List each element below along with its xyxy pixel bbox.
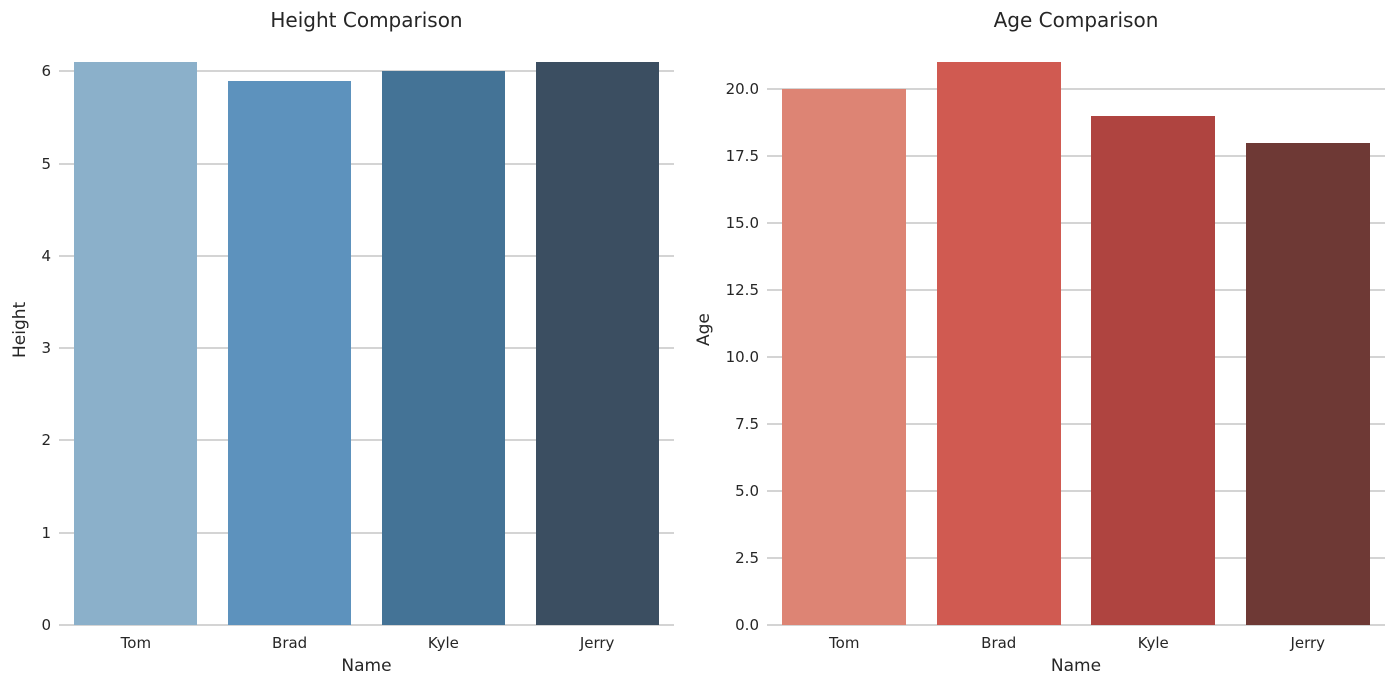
y-tick-label: 2 [41,431,51,450]
bar-brad [936,62,1061,625]
gridline [767,154,1385,157]
y-tick-label: 1 [41,523,51,542]
gridline [59,624,674,626]
y-tick-label: 0 [41,616,51,634]
gridline [767,624,1385,626]
bar-tom [74,62,198,625]
gridline [59,254,674,257]
bar-jerry [1245,142,1370,625]
x-tick-label: Tom [829,634,860,652]
y-tick-label: 17.5 [725,146,759,165]
chart-title: Age Comparison [993,8,1159,32]
gridline [59,70,674,73]
gridline [59,347,674,350]
y-tick-label: 12.5 [725,280,759,299]
gridline [59,531,674,534]
y-tick-label: 6 [41,62,51,81]
x-tick-label: Jerry [1290,634,1326,652]
y-tick-label: 20.0 [725,79,759,98]
gridline [767,355,1385,358]
bar-tom [782,88,907,625]
chart-title: Height Comparison [270,8,463,32]
bar-kyle [1091,115,1216,625]
x-tick-label: Tom [120,634,152,652]
x-tick-label: Brad [272,634,308,652]
y-tick-label: 0.0 [735,616,759,634]
x-tick-label: Kyle [1137,634,1169,652]
gridline [767,556,1385,559]
x-axis-label: Name [1050,656,1102,676]
gridline [767,288,1385,291]
x-tick-label: Brad [981,634,1017,652]
y-tick-label: 4 [41,246,51,265]
y-tick-label: 15.0 [725,213,759,232]
bar-kyle [381,71,505,625]
x-tick-label: Jerry [579,634,615,652]
x-axis-label: Name [341,656,392,676]
gridline [59,162,674,165]
y-tick-label: 5.0 [735,481,759,500]
gridline [767,221,1385,224]
bar-jerry [535,62,659,625]
y-tick-label: 5 [41,154,51,173]
y-tick-label: 7.5 [735,414,759,433]
y-tick-label: 3 [41,339,51,358]
x-tick-label: Kyle [427,634,459,652]
gridline [767,87,1385,90]
y-axis-label: Age [694,313,714,346]
y-tick-label: 10.0 [725,347,759,366]
gridline [59,439,674,442]
bar-brad [228,80,352,625]
gridline [767,422,1385,425]
y-tick-label: 2.5 [735,548,759,567]
gridline [767,489,1385,492]
